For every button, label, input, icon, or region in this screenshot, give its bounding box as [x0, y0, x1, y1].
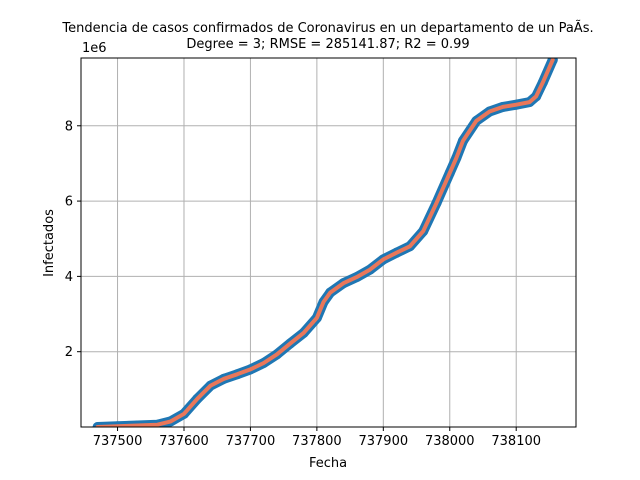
y-axis-ticks: 2 4 6 8 — [65, 119, 81, 360]
y-tick-label: 4 — [65, 270, 73, 285]
chart-title: Tendencia de casos confirmados de Corona… — [61, 20, 593, 36]
y-offset-label: 1e6 — [82, 41, 107, 56]
chart-subtitle: Degree = 3; RMSE = 285141.87; R2 = 0.99 — [186, 37, 469, 52]
plot-frame — [80, 57, 577, 428]
fit-series-line — [95, 58, 555, 427]
series-layer — [92, 58, 558, 427]
y-tick-label: 6 — [65, 195, 73, 210]
x-tick-label: 737900 — [358, 434, 408, 449]
x-tick-label: 738000 — [425, 434, 475, 449]
y-tick-label: 8 — [65, 119, 73, 134]
x-axis-label: Fecha — [309, 456, 347, 471]
y-tick-label: 2 — [65, 345, 73, 360]
x-tick-label: 737600 — [159, 434, 209, 449]
x-axis-ticks: 737500 737600 737700 737800 737900 738000 7381… — [93, 427, 541, 449]
grid-layer — [81, 58, 576, 427]
x-tick-label: 737500 — [93, 434, 143, 449]
x-tick-label: 737700 — [226, 434, 276, 449]
x-tick-label: 738100 — [491, 434, 541, 449]
x-tick-label: 737800 — [292, 434, 342, 449]
y-axis-label: Infectados — [42, 209, 57, 277]
